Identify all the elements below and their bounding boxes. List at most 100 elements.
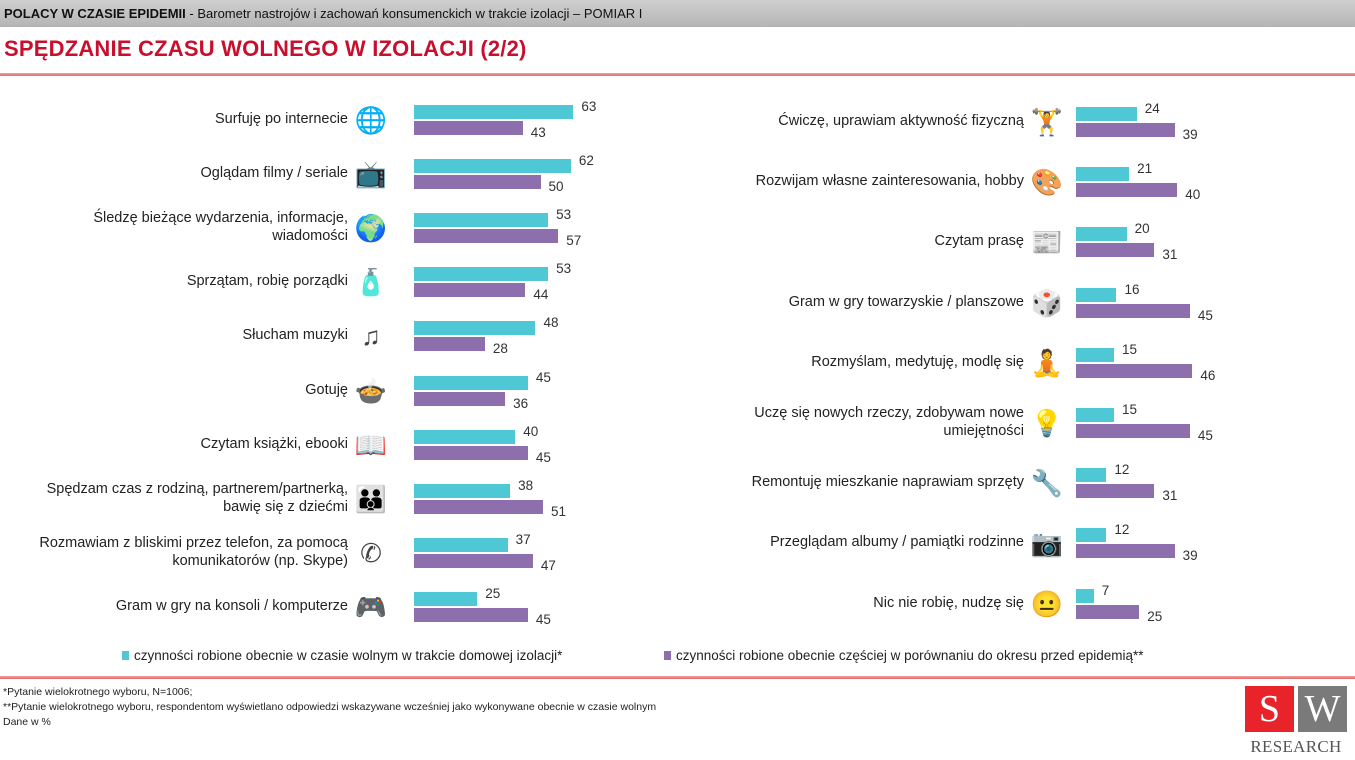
board-game-icon: 🎲 [1030,287,1064,318]
data-label: 25 [1147,608,1163,624]
data-label: 45 [1197,428,1213,443]
data-label: 43 [530,125,546,140]
bar-series2 [414,553,533,568]
page-title: SPĘDZANIE CZASU WOLNEGO W IZOLACJI (2/2) [4,36,527,61]
divider [0,73,1355,76]
bar-series2 [1076,243,1155,258]
bar-series1 [1076,167,1130,182]
bar-series1 [1076,468,1107,483]
data-label: 40 [1185,187,1201,203]
category-label: Sprzątam, robię porządki [187,272,348,290]
bar-series1 [1076,107,1137,121]
bar-series2 [414,175,541,190]
category-label: Przeglądam albumy / pamiątki rodzinne [770,533,1024,551]
label-line: Śledzę bieżące wydarzenia, informacje, [93,210,348,227]
bar-series1 [1076,408,1114,422]
data-label: 36 [513,395,529,411]
bar-series2 [1076,183,1178,198]
bar-series2 [1076,363,1193,378]
lightbulb-icon: 💡 [1030,408,1064,438]
bar-series1 [414,105,574,119]
data-label: 62 [578,153,594,169]
data-label: 45 [535,449,551,465]
label-line: Czytam prasę [934,233,1024,250]
data-label: 28 [492,341,508,357]
data-label: 63 [581,99,597,114]
legend-label: czynności robione obecnie częściej w por… [676,648,1144,663]
easel-icon: 🎨 [1030,167,1064,198]
legend-item-series1: czynności robione obecnie w czasie wolny… [122,648,562,663]
data-label: 45 [1197,307,1213,323]
label-line: Sprzątam, robię porządki [186,273,348,290]
footnote-1: *Pytanie wielokrotnego wyboru, N=1006; [3,686,193,698]
legend-swatch-cyan [122,651,129,660]
label-line: Gotuję [305,381,348,398]
label-line: Remontuję mieszkanie naprawiam sprzęty [751,474,1024,491]
bar-series2 [414,499,544,514]
bar-series1 [414,159,571,174]
data-label: 24 [1144,101,1160,116]
data-label: 38 [518,477,534,493]
label-line: bawię się z dziećmi [223,498,348,515]
label-line: umiejętności [943,423,1024,439]
cooking-pot-icon: 🍲 [354,375,388,406]
bar-series1 [414,375,528,390]
footnote-2: **Pytanie wielokrotnego wyboru, responde… [3,701,657,713]
label-line: Oglądam filmy / seriale [200,165,348,182]
top-bar: POLACY W CZASIE EPIDEMII - Barometr nast… [0,0,1355,27]
bar-series2 [414,229,559,244]
bar-series1 [414,591,478,606]
data-label: 53 [556,207,572,223]
bar-series1 [414,483,511,498]
category-label: Czytam książki, ebooki [201,435,348,453]
label-line: Ćwiczę, uprawiam aktywność fizyczną [778,113,1024,129]
bar-series2 [1076,544,1175,559]
category-label: Śledzę bieżące wydarzenia, informacje, wi… [93,209,348,245]
data-label: 45 [535,611,551,627]
label-line: Nic nie robię, nudzę się [873,594,1024,611]
data-label: 12 [1114,462,1130,478]
bar-series2 [414,283,526,298]
legend-swatch-purple [664,651,671,660]
label-line: Rozmawiam z bliskimi przez telefon, za p… [39,534,348,551]
phone-icon: ✆ [360,537,382,568]
bar-series2 [414,445,528,460]
data-label: 16 [1124,281,1140,297]
repair-tools-icon: 🔧 [1030,468,1064,499]
data-label: 46 [1200,367,1216,383]
meditation-icon: 🧘 [1030,347,1064,378]
category-label: Spędzam czas z rodziną, partnerem/partne… [47,480,348,516]
legend-label: czynności robione obecnie w czasie wolny… [134,648,563,663]
data-label: 45 [535,369,551,385]
category-label: Rozmawiam z bliskimi przez telefon, za p… [39,534,348,570]
category-label: Rozwijam własne zainteresowania, hobby [756,172,1024,190]
photo-album-icon: 📷 [1030,528,1064,559]
logo-text: RESEARCH [1250,737,1342,756]
data-label: 20 [1134,221,1150,237]
label-line: Spędzam czas z rodziną, partnerem/partne… [46,480,348,497]
category-label: Gotuję [305,381,348,399]
legend-item-series2: czynności robione obecnie częściej w por… [664,648,1144,663]
gamepad-icon: 🎮 [354,591,388,622]
category-label: Czytam prasę [935,232,1024,250]
data-label: 37 [515,531,531,547]
bar-series1 [414,267,549,282]
spray-bottle-icon: 🧴 [354,267,388,298]
label-line: Czytam książki, ebooki [200,435,348,452]
label-line: Słucham muzyki [242,327,348,344]
data-label: 44 [533,287,549,303]
label-line: wiadomości [272,228,348,245]
label-line: Rozmyślam, medytuję, modlę się [811,353,1024,370]
bar-series2 [414,337,485,352]
bar-series2 [1076,303,1190,318]
header-rest: - Barometr nastrojów i zachowań konsumen… [185,6,643,21]
logo-s: S [1245,686,1294,732]
category-label: Nic nie robię, nudzę się [873,594,1024,612]
data-label: 48 [543,315,559,331]
category-label: Oglądam filmy / seriale [201,164,348,182]
header-bold: POLACY W CZASIE EPIDEMII [4,6,186,21]
bar-series1 [1076,287,1117,302]
data-label: 47 [540,557,556,573]
data-label: 25 [485,585,501,601]
bar-series2 [414,121,523,135]
